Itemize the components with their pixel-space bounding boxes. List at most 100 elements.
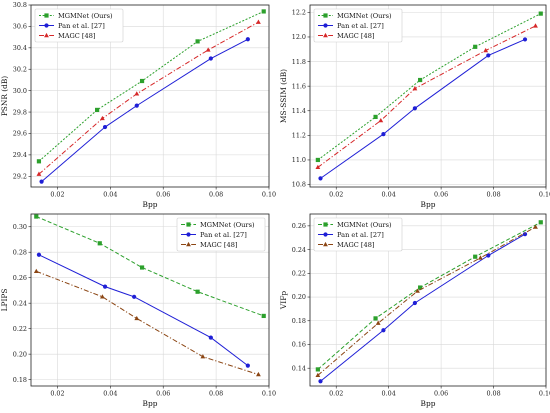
legend-swatch-marker xyxy=(323,13,328,18)
legend-label: MGMNet (Ours) xyxy=(58,12,113,20)
series xyxy=(34,214,266,319)
series-line xyxy=(36,216,264,317)
data-point xyxy=(261,313,266,319)
plot-frame xyxy=(30,213,270,387)
data-point xyxy=(533,224,538,229)
data-point xyxy=(483,47,489,53)
series xyxy=(315,224,538,378)
y-tick-label: 30.8 xyxy=(13,1,27,9)
legend-swatch-marker xyxy=(186,232,191,237)
data-point xyxy=(261,9,266,14)
series-line xyxy=(36,270,259,376)
x-tick-label: 0.02 xyxy=(50,191,64,199)
y-tick-label: 11.2 xyxy=(292,132,306,140)
x-tick-label: 0.10 xyxy=(262,191,276,199)
x-tick-label: 0.04 xyxy=(103,191,117,199)
y-tick-label: 30.2 xyxy=(13,65,27,73)
y-tick-label: 12.2 xyxy=(292,9,306,17)
data-point xyxy=(139,78,145,84)
y-tick-label: 10.8 xyxy=(292,181,306,189)
data-point xyxy=(245,363,250,368)
data-point xyxy=(418,285,423,290)
data-point xyxy=(381,328,386,333)
data-point xyxy=(134,103,139,108)
data-point xyxy=(97,241,102,246)
y-tick-label: 0.26 xyxy=(292,222,306,230)
series xyxy=(39,37,250,184)
x-tick-label: 0.10 xyxy=(539,390,550,398)
legend-label: Pan et al. [27] xyxy=(58,22,105,30)
plot-frame xyxy=(309,4,547,188)
data-point xyxy=(373,316,378,321)
x-tick-label: 0.04 xyxy=(382,390,396,398)
legend-swatch-marker xyxy=(44,32,49,38)
legend-label: MAGC [48] xyxy=(337,32,374,40)
y-axis-label: PSNR (dB) xyxy=(0,76,9,116)
data-point xyxy=(100,115,105,121)
data-point xyxy=(538,220,543,225)
y-tick-label: 29.2 xyxy=(13,172,27,180)
x-tick-label: 0.08 xyxy=(486,390,500,398)
legend-box xyxy=(34,8,124,43)
y-tick-label: 30.4 xyxy=(13,44,27,52)
x-tick-label: 0.02 xyxy=(50,390,64,398)
x-tick-label: 0.06 xyxy=(156,390,170,398)
data-point xyxy=(36,252,42,257)
legend: MGMNet (Ours) Pan et al. [27] MAGC [48] xyxy=(313,217,403,252)
x-tick-label: 0.10 xyxy=(262,390,276,398)
data-point xyxy=(139,265,145,270)
data-point xyxy=(195,289,200,294)
legend-box xyxy=(313,217,403,252)
legend-swatch-marker xyxy=(186,222,191,227)
data-point xyxy=(95,107,100,113)
y-axis-label: VIFp xyxy=(279,291,288,310)
data-point xyxy=(412,86,418,91)
chart-panel: 0.02 0.04 0.06 0.08 0.10 0.18 0.20 0.22 0.24 0.26… xyxy=(0,213,276,408)
data-point xyxy=(256,19,261,24)
series xyxy=(33,268,261,377)
data-point xyxy=(522,232,528,237)
legend-label: MAGC [48] xyxy=(58,32,95,40)
series xyxy=(36,9,266,164)
y-tick-label: 0.24 xyxy=(13,299,27,307)
y-tick-label: 30.0 xyxy=(13,87,27,95)
data-point xyxy=(134,315,140,321)
legend-swatch-marker xyxy=(186,241,191,247)
legend-swatch-marker xyxy=(323,23,328,28)
plot-frame xyxy=(309,213,547,387)
data-point xyxy=(522,37,528,42)
legend-box xyxy=(313,8,403,43)
data-point xyxy=(415,288,420,293)
y-tick-label: 11.0 xyxy=(292,156,306,164)
x-tick-label: 0.10 xyxy=(539,191,550,199)
data-point xyxy=(315,372,321,378)
x-tick-label: 0.04 xyxy=(382,191,396,199)
legend-swatch-marker xyxy=(323,32,328,38)
data-point xyxy=(315,367,320,372)
data-point xyxy=(473,44,478,49)
series xyxy=(36,19,261,176)
x-tick-label: 0.08 xyxy=(209,390,223,398)
plot-frame xyxy=(30,4,270,188)
x-tick-label: 0.02 xyxy=(329,191,343,199)
data-point xyxy=(538,11,543,16)
legend-swatch-marker xyxy=(44,13,49,18)
x-tick-label: 0.02 xyxy=(329,390,343,398)
legend: MGMNet (Ours) Pan et al. [27] MAGC [48] xyxy=(176,217,266,252)
data-point xyxy=(205,47,211,52)
series xyxy=(315,220,543,372)
y-tick-label: 0.18 xyxy=(13,376,27,384)
x-axis-label: Bpp xyxy=(421,200,436,209)
x-tick-label: 0.06 xyxy=(434,191,448,199)
chart-panel: 0.02 0.04 0.06 0.08 0.10 0.14 0.16 0.18 0.20 0.22… xyxy=(279,213,550,408)
y-axis-label: MS-SSIM (dB) xyxy=(279,69,288,123)
data-point xyxy=(39,179,44,184)
y-tick-label: 0.26 xyxy=(13,274,27,282)
data-point xyxy=(132,294,137,299)
series xyxy=(318,232,528,384)
series xyxy=(36,252,250,368)
y-tick-label: 0.18 xyxy=(292,317,306,325)
y-tick-label: 0.14 xyxy=(292,364,306,372)
data-point xyxy=(195,39,200,44)
